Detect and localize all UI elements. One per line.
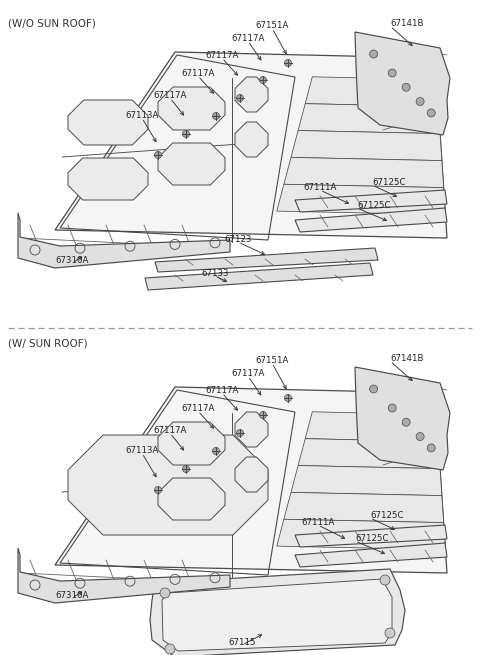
Text: 67141B: 67141B: [390, 354, 423, 363]
Text: 67113A: 67113A: [125, 446, 159, 455]
Text: 67111A: 67111A: [301, 518, 335, 527]
Circle shape: [427, 109, 435, 117]
Polygon shape: [298, 103, 440, 134]
Text: (W/O SUN ROOF): (W/O SUN ROOF): [8, 18, 96, 28]
Text: 67125C: 67125C: [372, 178, 406, 187]
Text: 67117A: 67117A: [205, 386, 239, 395]
Circle shape: [402, 83, 410, 91]
Polygon shape: [295, 543, 447, 567]
Polygon shape: [284, 493, 444, 523]
Polygon shape: [291, 130, 442, 160]
Polygon shape: [18, 548, 230, 603]
Circle shape: [182, 130, 190, 138]
Circle shape: [416, 98, 424, 105]
Polygon shape: [68, 435, 268, 535]
Text: 67115: 67115: [228, 638, 256, 647]
Polygon shape: [158, 87, 225, 130]
Polygon shape: [155, 248, 378, 272]
Polygon shape: [291, 466, 442, 496]
Text: 67141B: 67141B: [390, 19, 423, 28]
Circle shape: [213, 113, 219, 119]
Text: 67117A: 67117A: [231, 34, 264, 43]
Circle shape: [402, 419, 410, 426]
Polygon shape: [355, 32, 450, 135]
Circle shape: [370, 50, 378, 58]
Circle shape: [213, 447, 219, 455]
Polygon shape: [277, 184, 445, 215]
Polygon shape: [295, 190, 447, 212]
Text: 67151A: 67151A: [255, 356, 288, 365]
Circle shape: [388, 69, 396, 77]
Text: 67117A: 67117A: [181, 404, 215, 413]
Polygon shape: [298, 439, 440, 468]
Polygon shape: [18, 213, 230, 268]
Text: 67113A: 67113A: [125, 111, 159, 120]
Polygon shape: [305, 412, 438, 441]
Polygon shape: [305, 77, 438, 107]
Polygon shape: [150, 569, 405, 655]
Polygon shape: [145, 263, 373, 290]
Text: 67123: 67123: [224, 235, 252, 244]
Polygon shape: [355, 367, 450, 470]
Text: 67117A: 67117A: [153, 91, 187, 100]
Text: 67117A: 67117A: [231, 369, 264, 378]
Text: 67117A: 67117A: [205, 51, 239, 60]
Text: (W/ SUN ROOF): (W/ SUN ROOF): [8, 338, 88, 348]
Text: 67133: 67133: [201, 269, 229, 278]
Text: 67117A: 67117A: [153, 426, 187, 435]
Circle shape: [380, 575, 390, 585]
Circle shape: [155, 487, 161, 493]
Polygon shape: [68, 158, 148, 200]
Circle shape: [427, 444, 435, 452]
Text: 67125C: 67125C: [355, 534, 388, 543]
Polygon shape: [235, 457, 268, 492]
Circle shape: [260, 77, 266, 83]
Polygon shape: [295, 525, 447, 547]
Circle shape: [385, 628, 395, 638]
Polygon shape: [55, 387, 447, 573]
Circle shape: [182, 466, 190, 472]
Polygon shape: [295, 208, 447, 232]
Polygon shape: [235, 412, 268, 447]
Text: 67310A: 67310A: [55, 256, 89, 265]
Polygon shape: [158, 478, 225, 520]
Text: 67151A: 67151A: [255, 21, 288, 30]
Polygon shape: [235, 77, 268, 112]
Text: 67111A: 67111A: [303, 183, 336, 192]
Polygon shape: [158, 143, 225, 185]
Polygon shape: [277, 519, 445, 550]
Circle shape: [285, 394, 291, 402]
Circle shape: [155, 151, 161, 159]
Circle shape: [416, 432, 424, 441]
Circle shape: [388, 404, 396, 412]
Text: 67125C: 67125C: [357, 201, 391, 210]
Circle shape: [260, 411, 266, 419]
Polygon shape: [284, 157, 444, 187]
Polygon shape: [68, 100, 148, 145]
Polygon shape: [55, 52, 447, 238]
Polygon shape: [235, 122, 268, 157]
Text: 67310A: 67310A: [55, 591, 89, 600]
Circle shape: [237, 430, 243, 436]
Circle shape: [285, 60, 291, 67]
Text: 67117A: 67117A: [181, 69, 215, 78]
Circle shape: [160, 588, 170, 598]
Circle shape: [370, 385, 378, 393]
Polygon shape: [162, 579, 392, 651]
Polygon shape: [158, 422, 225, 465]
Circle shape: [165, 644, 175, 654]
Text: 67125C: 67125C: [370, 511, 404, 520]
Circle shape: [237, 94, 243, 102]
